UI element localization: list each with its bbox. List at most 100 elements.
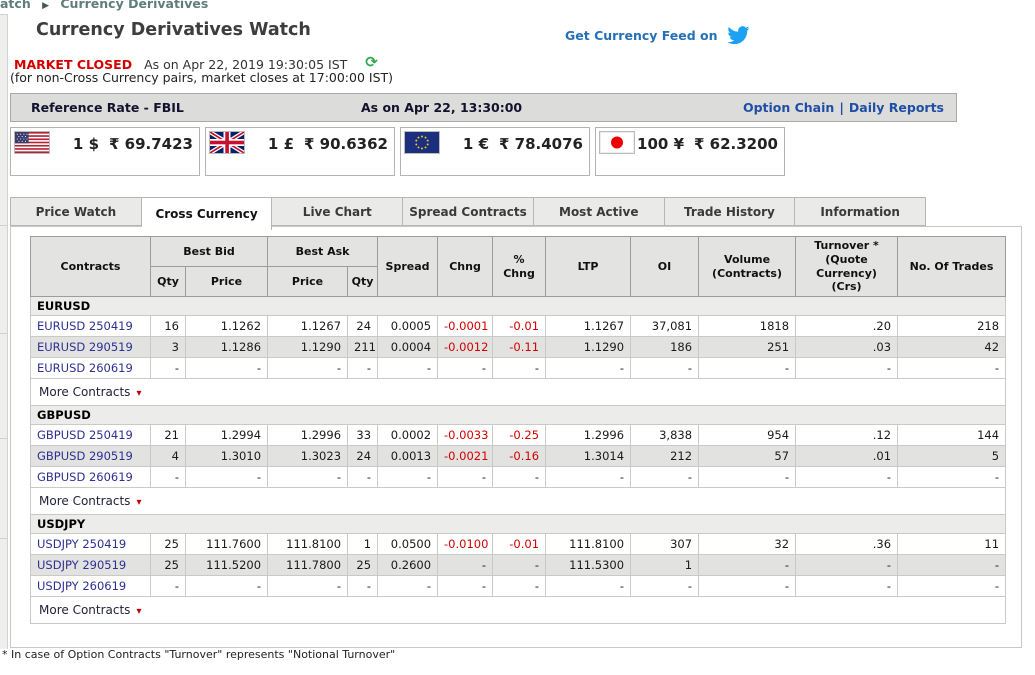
table-row: EURUSD 290519 3 1.1286 1.1290 211 0.0004 -0.00… (30, 336, 1007, 358)
turnover-footnote: * In case of Option Contracts "Turnover"… (2, 648, 396, 661)
table-cell: - (897, 554, 1007, 576)
table-cell: .01 (795, 445, 899, 467)
table-cell: USDJPY 250419 (30, 533, 151, 555)
tab-spread-contracts[interactable]: Spread Contracts (403, 197, 534, 226)
table-cell: - (437, 357, 494, 379)
breadcrumb-current[interactable]: Currency Derivatives (60, 0, 209, 11)
table-cell: - (347, 357, 379, 379)
col-header-ask-qty: Qty (347, 266, 379, 297)
table-cell: - (267, 575, 349, 597)
table-cell: 251 (698, 336, 797, 358)
daily-reports-link[interactable]: Daily Reports (848, 100, 944, 115)
tab-cross-currency[interactable]: Cross Currency (141, 197, 273, 230)
contract-link[interactable]: EURUSD 260619 (37, 361, 133, 375)
group-header-row: USDJPY (29, 514, 1007, 534)
table-cell: 11 (897, 533, 1007, 555)
tab-price-watch[interactable]: Price Watch (10, 197, 142, 226)
table-cell: .36 (795, 533, 899, 555)
table-cell: -0.01 (492, 533, 547, 555)
table-cell: 111.7600 (184, 533, 269, 555)
collapsed-side-strip[interactable] (0, 14, 8, 649)
col-header-best-bid: Best Bid (149, 236, 269, 267)
refresh-icon[interactable]: ⟳ (365, 53, 378, 71)
table-cell: EURUSD 250419 (30, 315, 151, 337)
contract-link[interactable]: GBPUSD 250419 (37, 428, 133, 442)
table-row: GBPUSD 250419 21 1.2994 1.2996 33 0.0002 -0.00… (30, 424, 1007, 446)
currency-feed-link[interactable]: Get Currency Feed on (565, 26, 750, 45)
table-cell: 1.1262 (184, 315, 269, 337)
table-cell: .12 (795, 424, 899, 446)
contract-link[interactable]: EURUSD 290519 (37, 340, 133, 354)
table-cell: 1.1290 (267, 336, 349, 358)
table-cell: 111.7800 (267, 554, 349, 576)
table-cell: 1.1290 (545, 336, 632, 358)
breadcrumb-arrow-icon: ▶ (42, 1, 50, 11)
table-cell: -0.0100 (437, 533, 494, 555)
more-contracts-button[interactable]: More Contracts (39, 603, 131, 617)
col-header-trades: No. Of Trades (897, 236, 1007, 297)
table-cell: - (630, 575, 700, 597)
chevron-down-icon[interactable]: ▾ (136, 497, 142, 508)
table-cell: 1.1267 (267, 315, 349, 337)
twitter-icon[interactable] (726, 26, 750, 45)
tab-live-chart[interactable]: Live Chart (272, 197, 404, 226)
tab-trade-history[interactable]: Trade History (664, 197, 796, 226)
table-cell: More Contracts ▾ (29, 487, 1007, 515)
col-header-bid-qty: Qty (150, 266, 186, 297)
reference-rate-bar: Reference Rate - FBIL As on Apr 22, 13:3… (10, 93, 957, 122)
breadcrumb-parent-fragment[interactable]: atch (0, 0, 31, 11)
table-cell: - (150, 575, 186, 597)
table-cell: 218 (897, 315, 1007, 337)
table-cell: - (630, 357, 700, 379)
table-cell: 16 (150, 315, 186, 337)
uk-flag-icon (208, 130, 246, 155)
us-flag-icon (14, 131, 50, 154)
table-cell: - (795, 466, 899, 488)
currency-feed-label[interactable]: Get Currency Feed on (565, 28, 718, 43)
table-cell: 1.3010 (184, 445, 269, 467)
contract-link[interactable]: USDJPY 290519 (37, 558, 127, 572)
col-header-contracts: Contracts (30, 236, 151, 297)
more-contracts-button[interactable]: More Contracts (39, 385, 131, 399)
table-cell: 144 (897, 424, 1007, 446)
contract-link[interactable]: EURUSD 250419 (37, 319, 133, 333)
contract-link[interactable]: GBPUSD 290519 (37, 449, 133, 463)
usd-rate-value: ₹ 69.7423 (109, 135, 193, 153)
tab-information[interactable]: Information (795, 197, 927, 226)
table-cell: 1 (347, 533, 379, 555)
contract-link[interactable]: USDJPY 250419 (37, 537, 127, 551)
chevron-down-icon[interactable]: ▾ (136, 606, 142, 617)
table-cell: 0.0005 (377, 315, 439, 337)
table-cell: - (698, 357, 797, 379)
table-cell: USDJPY 290519 (30, 554, 151, 576)
tab-most-active[interactable]: Most Active (533, 197, 665, 226)
table-cell: GBPUSD 290519 (30, 445, 151, 467)
col-header-chng: Chng (437, 236, 494, 297)
table-cell: GBPUSD 250419 (30, 424, 151, 446)
group-name: USDJPY (29, 514, 1007, 534)
option-chain-link[interactable]: Option Chain (742, 100, 835, 115)
table-cell: - (377, 575, 439, 597)
contract-link[interactable]: USDJPY 260619 (37, 579, 127, 593)
table-cell: - (267, 466, 349, 488)
eur-unit: 1 € (462, 135, 490, 153)
more-contracts-row: More Contracts ▾ (29, 378, 1007, 406)
table-cell: -0.11 (492, 336, 547, 358)
table-cell: -0.16 (492, 445, 547, 467)
page-title: Currency Derivatives Watch (36, 20, 311, 40)
table-cell: - (545, 357, 632, 379)
table-cell: EURUSD 290519 (30, 336, 151, 358)
table-cell: 25 (347, 554, 379, 576)
more-contracts-button[interactable]: More Contracts (39, 494, 131, 508)
contract-link[interactable]: GBPUSD 260619 (37, 470, 133, 484)
table-cell: 1.2996 (267, 424, 349, 446)
table-cell: -0.0012 (437, 336, 494, 358)
table-cell: 1.1267 (545, 315, 632, 337)
table-cell: -0.0021 (437, 445, 494, 467)
table-cell: - (437, 466, 494, 488)
table-cell: 1.2996 (545, 424, 632, 446)
table-cell: -0.0001 (437, 315, 494, 337)
side-strip-divider (0, 225, 7, 226)
group-name: GBPUSD (29, 405, 1007, 425)
chevron-down-icon[interactable]: ▾ (136, 388, 142, 399)
